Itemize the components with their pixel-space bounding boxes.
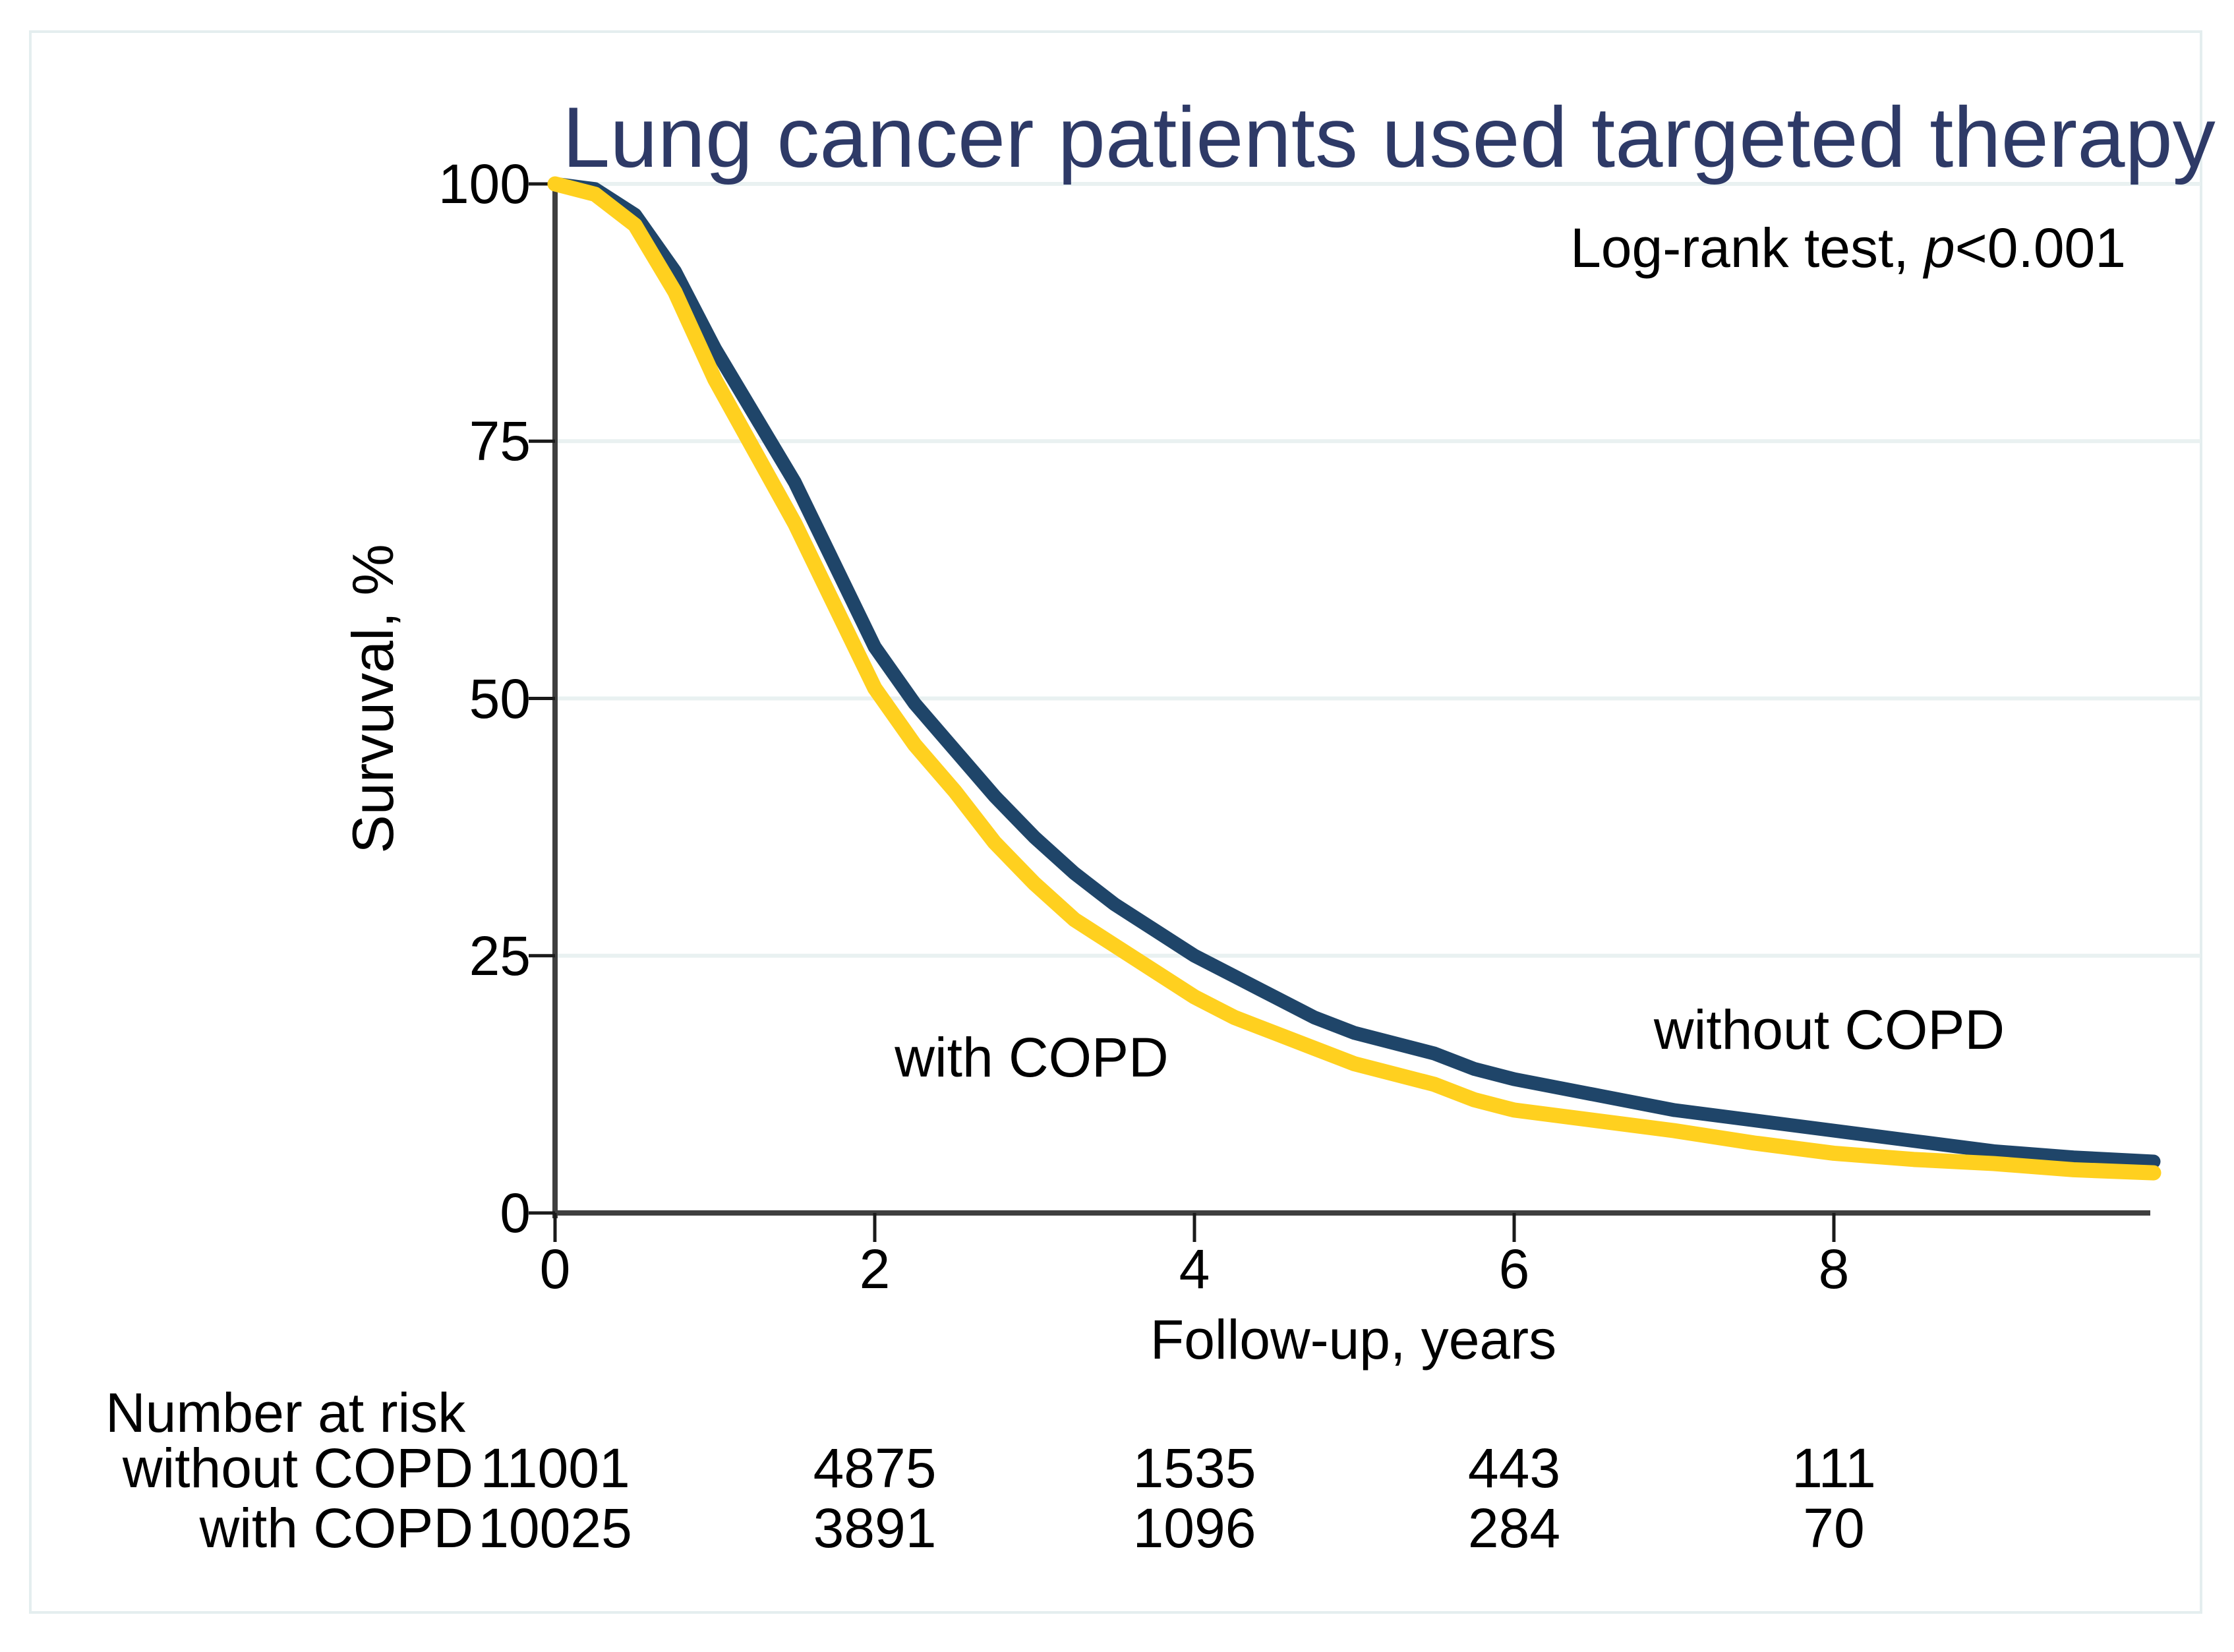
logrank-annotation: Log-rank test, p<0.001 <box>939 218 2126 278</box>
risk-value: 10025 <box>478 1497 632 1559</box>
y-tick-label-50: 50 <box>469 668 531 730</box>
logrank-prefix: Log-rank test, <box>1570 217 1925 279</box>
y-tick-label-0: 0 <box>500 1182 531 1244</box>
with-copd-curve-label: with COPD <box>895 1026 1169 1088</box>
y-tick-label-25: 25 <box>469 925 531 987</box>
logrank-p-value: <0.001 <box>1955 217 2126 279</box>
risk-value: 4875 <box>813 1437 937 1499</box>
risk-value: 111 <box>1792 1437 1876 1499</box>
risk-value: 443 <box>1467 1437 1561 1499</box>
chart-title: Lung cancer patients used targeted thera… <box>562 89 2216 185</box>
x-tick-label-6: 6 <box>1498 1238 1530 1300</box>
figure-border <box>29 30 2202 1614</box>
x-tick-label-0: 0 <box>539 1238 571 1300</box>
x-tick-label-2: 2 <box>859 1238 891 1300</box>
x-axis-title: Follow-up, years <box>1150 1309 1557 1371</box>
y-tick-label-75: 75 <box>469 410 531 472</box>
risk-value: 3891 <box>813 1497 937 1559</box>
risk-value: 1096 <box>1132 1497 1256 1559</box>
risk-row-label-without-copd: without COPD <box>122 1437 473 1499</box>
x-tick-label-4: 4 <box>1179 1238 1210 1300</box>
without-copd-curve-label: without COPD <box>1653 999 2005 1061</box>
risk-value: 11001 <box>480 1437 630 1499</box>
logrank-p-symbol: p <box>1924 217 1955 279</box>
risk-row-label-with-copd: with COPD <box>199 1497 473 1559</box>
y-tick-label-100: 100 <box>438 153 531 215</box>
risk-value: 284 <box>1467 1497 1561 1559</box>
x-tick-label-8: 8 <box>1818 1238 1850 1300</box>
risk-value: 1535 <box>1132 1437 1256 1499</box>
risk-value: 70 <box>1803 1497 1865 1559</box>
risk-table-header: Number at risk <box>105 1382 466 1444</box>
